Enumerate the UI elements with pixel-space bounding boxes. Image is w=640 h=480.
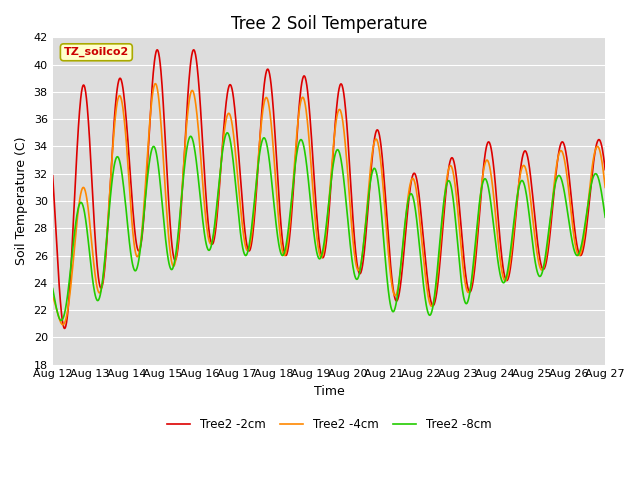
Tree2 -8cm [172, 250, 180, 256]
Tree2 -8cm [234, 208, 242, 214]
Tree2 -8cm [49, 286, 56, 291]
Legend: Tree2 -2cm, Tree2 -4cm, Tree2 -8cm: Tree2 -2cm, Tree2 -4cm, Tree2 -8cm [162, 413, 496, 435]
Tree2 -2cm [49, 173, 56, 179]
Tree2 -4cm [159, 149, 166, 155]
Tree2 -4cm [536, 265, 544, 271]
Y-axis label: Soil Temperature (C): Soil Temperature (C) [15, 137, 28, 265]
Tree2 -2cm [189, 47, 197, 53]
X-axis label: Time: Time [314, 385, 344, 398]
Title: Tree 2 Soil Temperature: Tree 2 Soil Temperature [231, 15, 427, 33]
Tree2 -8cm [602, 214, 609, 220]
Line: Tree2 -4cm: Tree2 -4cm [52, 84, 605, 324]
Tree2 -2cm [61, 325, 68, 331]
Tree2 -8cm [57, 318, 65, 324]
Line: Tree2 -8cm: Tree2 -8cm [52, 133, 605, 321]
Tree2 -4cm [488, 175, 495, 181]
Tree2 -8cm [223, 130, 231, 136]
Tree2 -4cm [172, 253, 180, 259]
Tree2 -8cm [536, 274, 544, 279]
Text: TZ_soilco2: TZ_soilco2 [64, 47, 129, 58]
Tree2 -4cm [415, 213, 423, 219]
Tree2 -4cm [151, 81, 159, 86]
Tree2 -2cm [488, 148, 495, 154]
Tree2 -4cm [234, 179, 242, 184]
Tree2 -4cm [602, 184, 609, 190]
Tree2 -8cm [488, 205, 495, 211]
Tree2 -8cm [159, 204, 166, 210]
Tree2 -2cm [172, 256, 180, 262]
Tree2 -2cm [602, 167, 609, 172]
Tree2 -8cm [415, 242, 423, 248]
Tree2 -2cm [159, 89, 166, 95]
Line: Tree2 -2cm: Tree2 -2cm [52, 50, 605, 328]
Tree2 -4cm [49, 294, 56, 300]
Tree2 -2cm [415, 195, 423, 201]
Tree2 -4cm [59, 322, 67, 327]
Tree2 -2cm [536, 258, 544, 264]
Tree2 -2cm [234, 145, 242, 151]
